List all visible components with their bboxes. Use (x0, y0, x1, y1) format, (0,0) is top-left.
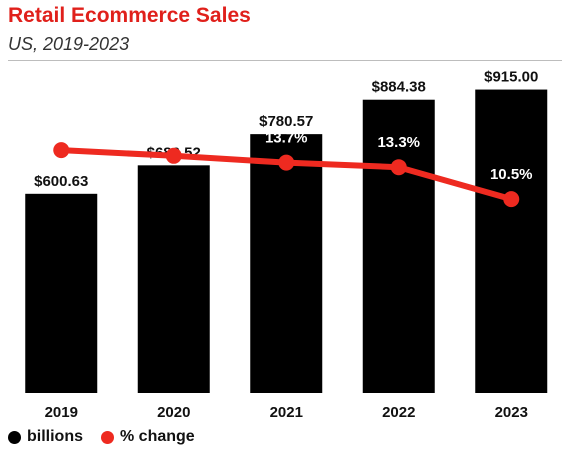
bar-value-label-2023: $915.00 (484, 69, 538, 86)
x-axis-tick-labels: 2019 2020 2021 2022 2023 (45, 404, 528, 421)
percent-change-line (53, 142, 520, 208)
legend-label-percent-change: % change (120, 428, 195, 445)
bar-value-label-2019: $600.63 (34, 173, 88, 190)
x-tick-label-2020: 2020 (157, 404, 190, 421)
legend-bar-swatch-icon (8, 430, 21, 444)
bar-value-label-2021: $780.57 (259, 113, 313, 130)
chart-subtitle: US, 2019-2023 (8, 34, 130, 54)
percent-change-point-2022 (390, 159, 407, 176)
bar-2020 (137, 165, 210, 393)
legend: billions % change (8, 428, 195, 446)
percent-change-label-2020: 14.3% (152, 123, 195, 140)
percent-change-point-2023 (503, 191, 520, 208)
bar-series (25, 89, 548, 393)
percent-change-point-2021 (278, 154, 295, 171)
header-divider (8, 60, 562, 61)
bar-2021 (250, 134, 323, 393)
percent-change-label-2019: 14.8% (40, 117, 83, 134)
percent-change-label-2022: 13.3% (377, 134, 420, 151)
percent-change-label-2023: 10.5% (490, 166, 533, 183)
bar-2019 (25, 193, 98, 393)
legend-item-percent-change: % change (101, 428, 195, 446)
percent-change-point-2020 (165, 147, 182, 164)
percent-change-labels: 14.8% 14.3% 13.7% 13.3% 10.5% (40, 117, 533, 183)
bar-2022 (362, 99, 435, 393)
percent-change-label-2021: 13.7% (265, 130, 308, 147)
legend-item-billions: billions (8, 428, 83, 446)
legend-line-swatch-icon (101, 430, 114, 444)
bar-value-label-2022: $884.38 (372, 79, 426, 96)
x-tick-label-2021: 2021 (270, 404, 303, 421)
bar-2023 (475, 89, 548, 393)
percent-change-point-2019 (53, 142, 70, 159)
legend-label-billions: billions (27, 428, 83, 445)
x-tick-label-2023: 2023 (495, 404, 528, 421)
chart-title: Retail Ecommerce Sales (8, 4, 251, 27)
x-tick-label-2022: 2022 (382, 404, 415, 421)
x-tick-label-2019: 2019 (45, 404, 78, 421)
